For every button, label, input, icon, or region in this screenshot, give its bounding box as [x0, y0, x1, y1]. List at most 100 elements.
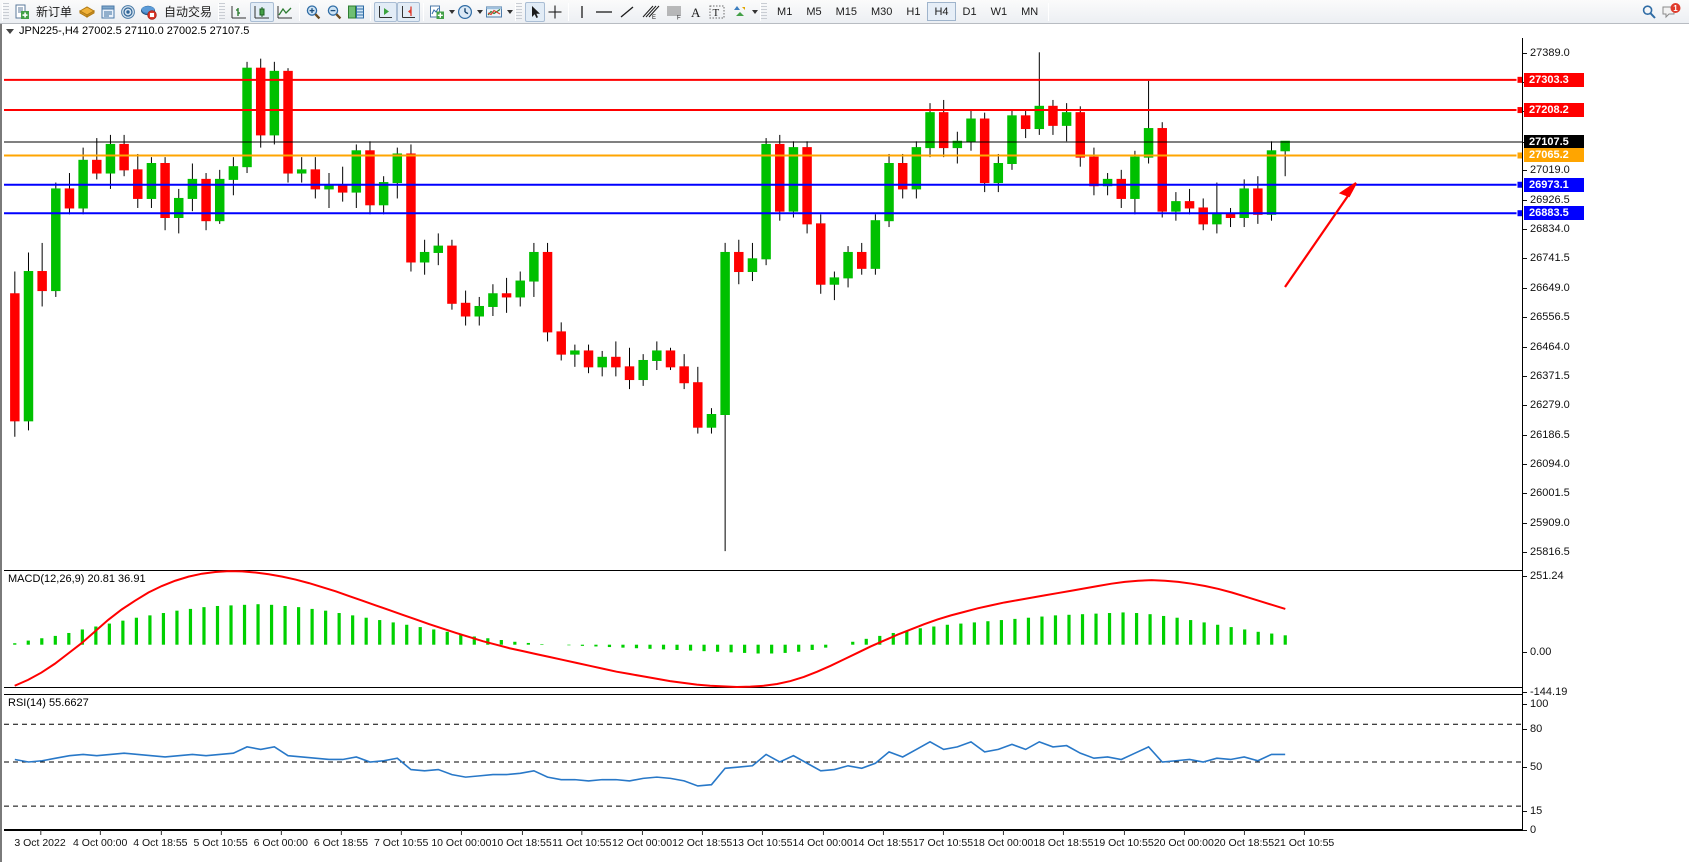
main-toolbar: 新订单 自动交易 — [0, 0, 1689, 24]
horizontal-line-icon[interactable] — [592, 2, 616, 22]
macd-signal-line — [14, 570, 1286, 688]
candle-body — [1266, 150, 1277, 215]
candle-body — [652, 350, 662, 361]
rsi-label: RSI(14) 55.6627 — [8, 697, 89, 709]
price-tag-support[interactable]: 26883.5 — [1524, 206, 1584, 221]
toolbar-grip-charts[interactable] — [218, 2, 226, 21]
svg-text:T: T — [713, 7, 720, 19]
new-order-button[interactable]: 新订单 — [36, 5, 73, 19]
objects-icon[interactable] — [728, 2, 750, 22]
macd-axis-tick: 251.24 — [1523, 570, 1564, 582]
price-tag-pivot[interactable]: 27065.2 — [1524, 148, 1584, 163]
time-axis-tick: 3 Oct 2022 — [14, 830, 66, 849]
candle-body — [119, 143, 129, 171]
time-axis-tick: 10 Oct 00:00 — [431, 830, 492, 849]
channel-icon[interactable]: F — [662, 2, 686, 22]
templates-icon[interactable] — [483, 2, 505, 22]
toolbar-grip-standard[interactable] — [2, 2, 9, 21]
price-axis-tick: 26741.5 — [1523, 252, 1570, 264]
autotrading-icon[interactable] — [138, 2, 160, 22]
tile-windows-icon[interactable] — [345, 2, 367, 22]
candle-body — [1198, 207, 1208, 225]
price-tag-support[interactable]: 26973.1 — [1524, 177, 1584, 192]
vertical-line-icon[interactable] — [572, 2, 592, 22]
alerts-icon[interactable]: 1 — [1659, 2, 1683, 22]
signals-icon[interactable] — [118, 2, 138, 22]
indicators-dropdown-icon[interactable] — [449, 9, 456, 14]
chart-header: JPN225-,H4 27002.5 27110.0 27002.5 27107… — [2, 24, 249, 38]
timeframe-m30[interactable]: M30 — [871, 5, 893, 18]
candle-body — [310, 169, 321, 190]
price-tag-current-price[interactable]: 27107.5 — [1524, 135, 1584, 150]
timeframe-d1[interactable]: D1 — [962, 5, 977, 18]
period-dropdown-icon[interactable] — [477, 9, 484, 14]
candle-body — [1212, 213, 1222, 225]
indicators-icon[interactable] — [427, 2, 447, 22]
templates-dropdown-icon[interactable] — [507, 9, 514, 14]
price-axis-tick: 27019.0 — [1523, 164, 1570, 176]
auto-scroll-icon[interactable] — [374, 1, 398, 22]
candle-body — [816, 223, 826, 285]
timeframe-m5[interactable]: M5 — [806, 5, 822, 18]
price-axis-tick: 25816.5 — [1523, 546, 1570, 558]
time-axis-tick: 20 Oct 18:55 — [1213, 830, 1275, 849]
text-label-icon[interactable]: T — [706, 2, 728, 22]
objects-dropdown-icon[interactable] — [752, 9, 759, 14]
timeframe-m1[interactable]: M1 — [777, 5, 793, 18]
time-axis-tick: 10 Oct 18:55 — [491, 830, 552, 849]
svg-text:A: A — [691, 5, 701, 20]
timeframe-mn[interactable]: MN — [1021, 5, 1039, 18]
price-pane[interactable] — [4, 38, 1525, 567]
zoom-out-icon[interactable] — [324, 2, 345, 22]
chart-menu-icon[interactable] — [6, 28, 14, 34]
toolbar-grip-tools[interactable] — [515, 2, 523, 21]
expert-advisors-icon[interactable] — [76, 2, 98, 22]
fibonacci-icon[interactable]: E — [638, 2, 662, 22]
candle-body — [255, 67, 266, 136]
cursor-icon[interactable] — [525, 1, 546, 22]
search-icon[interactable] — [1639, 2, 1659, 22]
price-tag-resistance[interactable]: 27208.2 — [1524, 103, 1584, 118]
candle-body — [843, 251, 853, 279]
candle-body — [201, 178, 211, 222]
zoom-in-icon[interactable] — [303, 2, 324, 22]
candle-body — [1048, 105, 1058, 126]
candle-body — [993, 163, 1004, 184]
chart-window[interactable]: JPN225-,H4 27002.5 27110.0 27002.5 27107… — [0, 24, 1689, 862]
candle-body — [761, 143, 771, 260]
candlestick-chart-icon[interactable] — [250, 1, 275, 22]
timeframe-h1[interactable]: H1 — [906, 5, 921, 18]
time-axis-tick: 5 Oct 10:55 — [193, 830, 248, 849]
macd-pane[interactable]: MACD(12,26,9) 20.81 36.91 — [4, 570, 1524, 688]
price-chart-canvas[interactable] — [4, 38, 1525, 567]
candle-body — [597, 356, 607, 368]
text-icon[interactable]: A — [686, 2, 706, 22]
timeframe-m15[interactable]: M15 — [835, 5, 857, 18]
trendline-icon[interactable] — [616, 2, 638, 22]
price-axis[interactable]: 27389.027296.527204.027107.527019.026926… — [1522, 38, 1689, 836]
timeframe-h4[interactable]: H4 — [927, 2, 956, 21]
data-window-icon[interactable] — [98, 2, 118, 22]
rsi-pane[interactable]: RSI(14) 55.6627 — [4, 694, 1524, 830]
crosshair-icon[interactable] — [545, 2, 565, 22]
price-axis-tick: 26279.0 — [1523, 399, 1570, 411]
period-icon[interactable] — [455, 2, 475, 22]
candle-body — [105, 143, 116, 174]
bar-chart-icon[interactable] — [228, 2, 250, 22]
price-tag-resistance[interactable]: 27303.3 — [1524, 72, 1584, 87]
new-order-icon[interactable] — [12, 2, 32, 22]
toolbar-separator-2 — [370, 2, 372, 21]
candle-body — [693, 382, 703, 428]
macd-axis-tick: 0.00 — [1523, 646, 1551, 658]
candle-body — [160, 163, 170, 219]
candle-body — [365, 150, 375, 206]
candle-body — [337, 185, 348, 193]
line-chart-icon[interactable] — [274, 2, 296, 22]
time-axis[interactable]: 3 Oct 2022 4 Oct 00:00 4 Oct 18:55 5 Oct 10… — [4, 830, 1524, 862]
candle-body — [679, 366, 689, 384]
chart-shift-icon[interactable] — [397, 1, 421, 22]
candle-body — [665, 350, 676, 368]
autotrading-button[interactable]: 自动交易 — [164, 5, 213, 19]
timeframe-w1[interactable]: W1 — [990, 5, 1008, 18]
toolbar-grip-periods[interactable] — [760, 2, 768, 21]
